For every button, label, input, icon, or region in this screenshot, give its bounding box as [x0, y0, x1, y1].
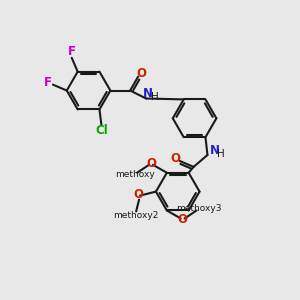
Text: F: F	[68, 45, 76, 58]
Text: O: O	[178, 213, 188, 226]
Text: H: H	[151, 92, 159, 103]
Text: O: O	[146, 157, 156, 170]
Text: O: O	[171, 152, 181, 166]
Text: F: F	[44, 76, 52, 89]
Text: N: N	[143, 87, 153, 100]
Text: H: H	[218, 149, 225, 159]
Text: O: O	[136, 67, 146, 80]
Text: methoxy2: methoxy2	[113, 211, 159, 220]
Text: Cl: Cl	[95, 124, 108, 137]
Text: O: O	[133, 188, 143, 201]
Text: methoxy: methoxy	[115, 170, 155, 179]
Text: N: N	[209, 144, 219, 157]
Text: methoxy3: methoxy3	[176, 204, 221, 213]
